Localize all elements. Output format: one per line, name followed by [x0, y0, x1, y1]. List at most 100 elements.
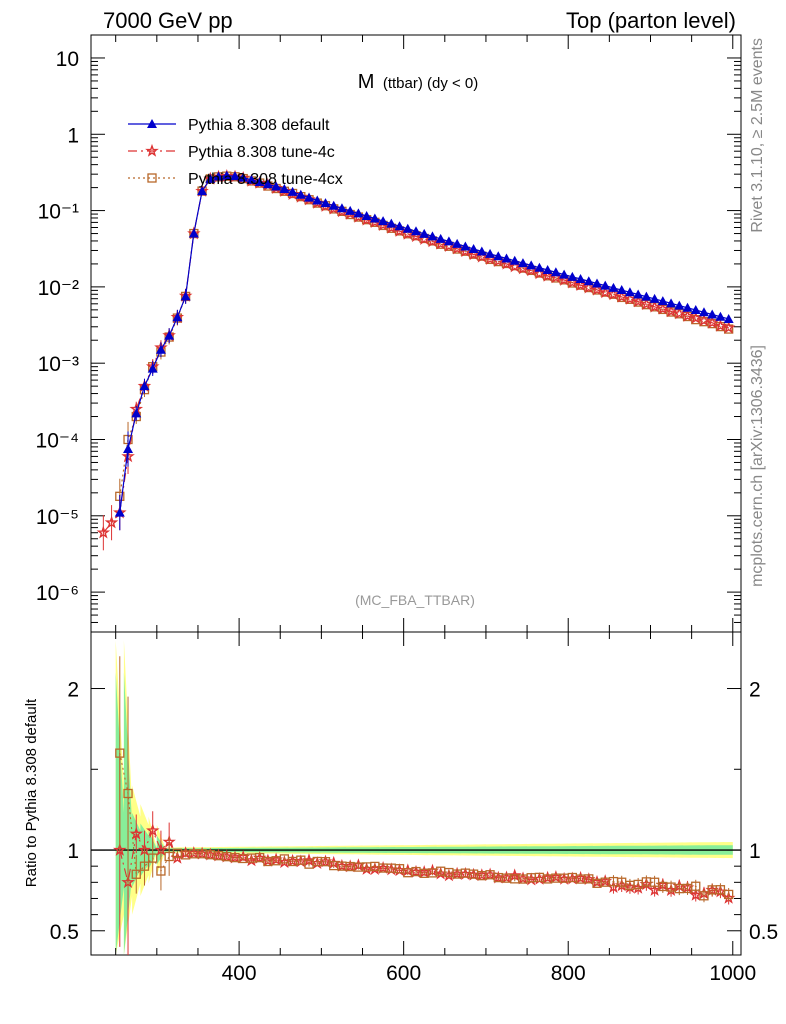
- ratio-y-axis-label: Ratio to Pythia 8.308 default: [23, 698, 40, 887]
- data-point-default: [633, 289, 644, 299]
- series-tune4cx: [115, 171, 734, 514]
- data-point-tune4c: [623, 292, 637, 305]
- data-point-tune4c: [631, 294, 645, 308]
- data-point-tune4c: [721, 320, 736, 334]
- data-point-tune4c: [573, 278, 588, 292]
- legend: Pythia 8.308 default Pythia 8.308 tune-4c…: [128, 117, 343, 188]
- data-point-default: [460, 241, 471, 251]
- data-point-default: [287, 186, 298, 196]
- uncertainty-band-outer: [115, 640, 733, 955]
- data-point-default: [262, 179, 273, 189]
- data-point-default: [147, 363, 158, 373]
- data-point-default: [592, 278, 603, 288]
- plot-title-rest: (ttbar) (dy < 0): [383, 75, 478, 92]
- data-point-default: [254, 177, 265, 187]
- data-point-default: [715, 311, 726, 321]
- data-point-tune4c: [672, 306, 687, 320]
- data-point-default: [378, 216, 389, 226]
- data-point-default: [155, 344, 166, 354]
- data-point-tune4c: [508, 259, 522, 273]
- mcplots-reference-label: mcplots.cern.ch [arXiv:1306.3436]: [749, 345, 766, 587]
- data-point-tune4c: [565, 275, 580, 289]
- data-point-tune4c: [656, 301, 670, 315]
- y-tick-label: 10⁻²: [38, 277, 79, 300]
- data-point-default: [353, 208, 364, 218]
- data-point-default: [657, 296, 668, 306]
- data-point-tune4c: [532, 266, 547, 280]
- series-line-tune4c: [102, 175, 729, 534]
- ratio-point-tune4cx: [115, 748, 125, 758]
- series-line-default: [119, 174, 729, 513]
- data-point-default: [246, 174, 257, 184]
- y-tick-label: 10⁻¹: [38, 201, 79, 224]
- data-point-tune4c: [705, 315, 720, 329]
- data-point-tune4c: [540, 268, 555, 282]
- data-point-default: [550, 267, 561, 277]
- data-point-default: [616, 285, 627, 295]
- data-point-default: [517, 258, 528, 268]
- data-point-default: [608, 282, 619, 292]
- data-point-tune4c: [614, 289, 629, 303]
- data-point-tune4c: [277, 184, 292, 197]
- legend-label-tune4cx: Pythia 8.308 tune-4cx: [188, 171, 343, 188]
- data-point-default: [427, 231, 438, 241]
- data-point-default: [435, 233, 446, 243]
- data-point-default: [386, 218, 397, 228]
- data-point-default: [402, 223, 413, 233]
- y-tick-label: 10⁻⁵: [36, 506, 79, 529]
- data-point-default: [205, 173, 216, 183]
- header-right: Top (parton level): [566, 8, 736, 33]
- data-point-default: [336, 203, 347, 213]
- ratio-point-tune4cx: [131, 869, 141, 879]
- data-point-tune4c: [96, 525, 111, 539]
- data-point-default: [221, 170, 232, 180]
- ratio-y-tick-label-right: 1: [749, 840, 761, 863]
- y-tick-label: 10: [56, 48, 79, 71]
- data-point-default: [682, 302, 693, 312]
- ratio-point-tune4cx: [691, 881, 701, 891]
- data-point-default: [666, 298, 677, 308]
- ratio-point-tune4c: [146, 823, 160, 837]
- ratio-series-tune4cx: [115, 656, 734, 903]
- data-point-default: [452, 238, 463, 248]
- ratio-point-tune4cx: [699, 891, 709, 901]
- legend-marker-default: [147, 119, 157, 128]
- ratio-line-tune4cx: [119, 752, 729, 897]
- analysis-id-label: (MC_FBA_TTBAR): [355, 592, 475, 608]
- data-point-default: [312, 195, 323, 205]
- data-point-default: [534, 262, 545, 272]
- data-point-tune4c: [688, 311, 703, 324]
- ratio-y-tick-label-right: 0.5: [749, 921, 778, 944]
- data-point-default: [271, 181, 282, 191]
- data-point-default: [624, 287, 635, 297]
- series-default: [114, 170, 734, 531]
- data-point-default: [229, 171, 240, 181]
- plot-title: M (ttbar) (dy < 0): [358, 71, 479, 93]
- ratio-point-tune4cx: [148, 853, 158, 863]
- y-tick-label: 10⁻⁶: [36, 582, 79, 605]
- main-distribution-plot: 10 1 10⁻¹ 10⁻² 10⁻³ 10⁻⁴ 10⁻⁵ 10⁻⁶: [36, 34, 742, 633]
- data-point-default: [295, 189, 306, 199]
- data-point-default: [411, 226, 421, 236]
- data-point-default: [180, 291, 191, 301]
- data-point-default: [641, 291, 652, 301]
- data-point-default: [114, 507, 125, 517]
- data-point-default: [600, 280, 611, 290]
- data-point-default: [197, 186, 208, 196]
- series-line-tune4cx: [119, 175, 729, 497]
- legend-marker-tune4cx: [147, 173, 157, 183]
- data-point-default: [723, 313, 734, 323]
- data-point-tune4c: [606, 287, 621, 301]
- data-point-default: [649, 293, 660, 303]
- data-point-default: [501, 253, 512, 263]
- ratio-point-tune4cx: [123, 788, 133, 799]
- data-point-tune4c: [598, 285, 613, 299]
- x-tick-label: 800: [551, 962, 586, 985]
- y-tick-label: 10⁻³: [38, 353, 79, 376]
- legend-marker-tune4c: [145, 143, 159, 157]
- data-point-default: [419, 228, 430, 238]
- legend-label-tune4c: Pythia 8.308 tune-4c: [188, 144, 335, 161]
- ratio-y-tick-label: 2: [67, 679, 79, 702]
- x-tick-label: 1000: [709, 962, 756, 985]
